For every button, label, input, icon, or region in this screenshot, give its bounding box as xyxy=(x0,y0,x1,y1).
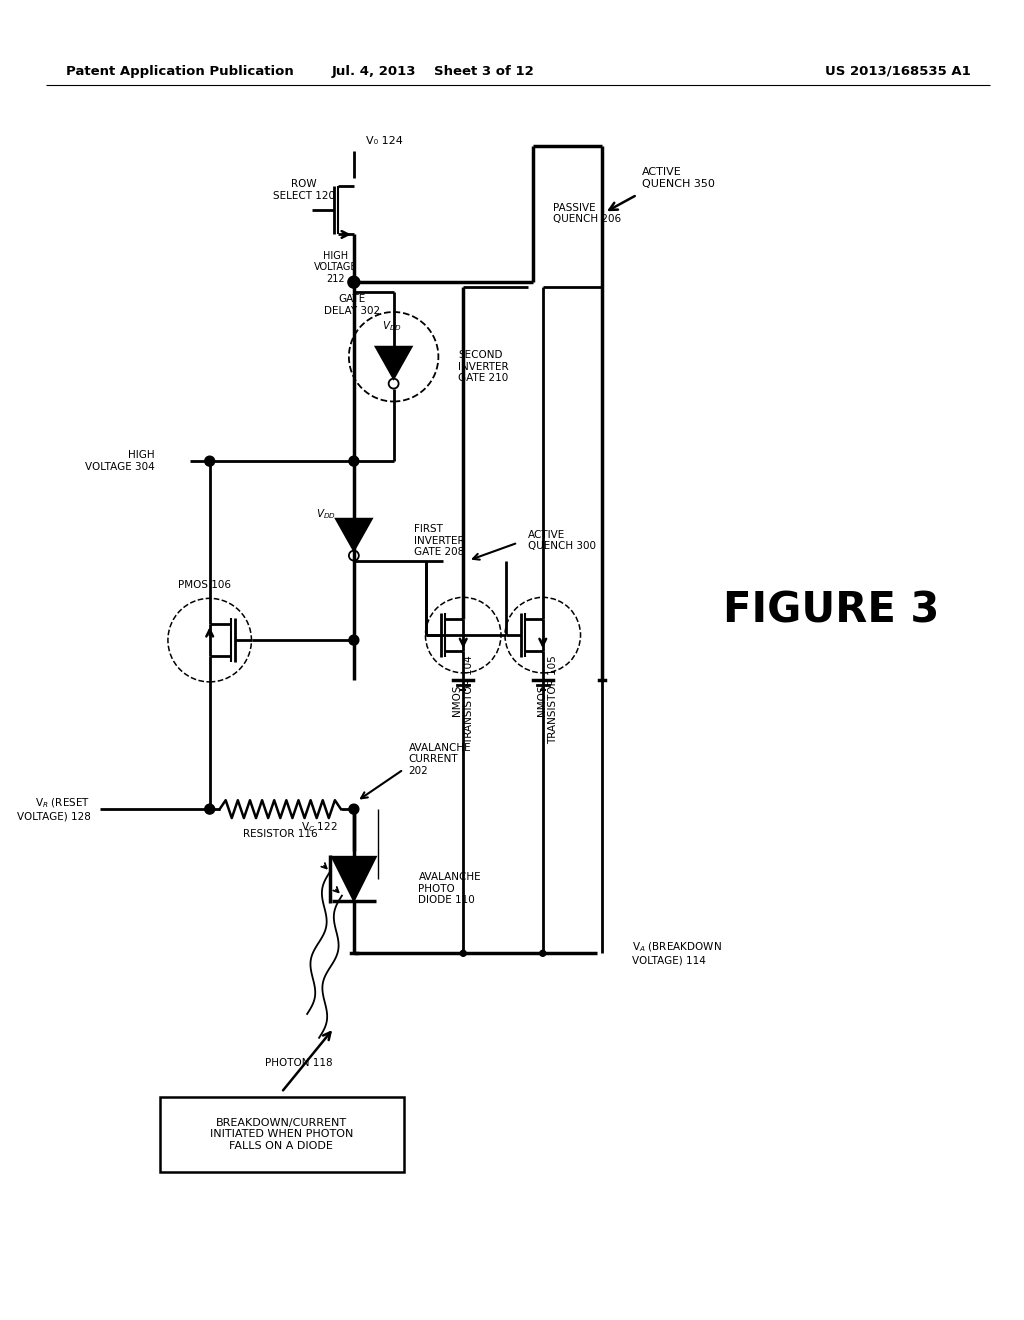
Circle shape xyxy=(205,457,215,466)
Text: SECOND
INVERTER
GATE 210: SECOND INVERTER GATE 210 xyxy=(459,350,509,383)
Text: V$_{DD}$: V$_{DD}$ xyxy=(382,319,401,333)
Polygon shape xyxy=(376,347,412,379)
Text: FIGURE 3: FIGURE 3 xyxy=(723,589,939,631)
Text: ROW
SELECT 120: ROW SELECT 120 xyxy=(273,180,335,201)
Text: PMOS 106: PMOS 106 xyxy=(178,581,231,590)
Circle shape xyxy=(349,635,358,645)
Text: V₀ 124: V₀ 124 xyxy=(366,136,402,147)
Text: V$_{DD}$: V$_{DD}$ xyxy=(316,507,336,521)
Text: Patent Application Publication: Patent Application Publication xyxy=(66,65,293,78)
Circle shape xyxy=(349,457,358,466)
Text: V$_R$ (RESET
VOLTAGE) 128: V$_R$ (RESET VOLTAGE) 128 xyxy=(16,796,90,822)
Text: FIRST
INVERTER
GATE 208: FIRST INVERTER GATE 208 xyxy=(414,524,464,557)
Text: V$_C$ 122: V$_C$ 122 xyxy=(301,820,337,834)
Text: PHOTON 118: PHOTON 118 xyxy=(265,1057,333,1068)
Text: RESISTOR 116: RESISTOR 116 xyxy=(243,829,317,840)
Circle shape xyxy=(348,276,359,288)
Circle shape xyxy=(540,950,546,956)
Polygon shape xyxy=(332,857,376,900)
Circle shape xyxy=(349,804,358,814)
Text: BREAKDOWN/CURRENT
INITIATED WHEN PHOTON
FALLS ON A DIODE: BREAKDOWN/CURRENT INITIATED WHEN PHOTON … xyxy=(210,1118,353,1151)
Circle shape xyxy=(460,950,466,956)
Text: US 2013/168535 A1: US 2013/168535 A1 xyxy=(824,65,971,78)
Circle shape xyxy=(205,804,215,814)
Text: PASSIVE
QUENCH 206: PASSIVE QUENCH 206 xyxy=(553,203,621,224)
Bar xyxy=(160,1097,403,1172)
Text: NMOS
TRANSISTOR 104: NMOS TRANSISTOR 104 xyxy=(453,656,474,744)
Text: V$_A$ (BREAKDOWN
VOLTAGE) 114: V$_A$ (BREAKDOWN VOLTAGE) 114 xyxy=(632,941,722,966)
Text: AVALANCHE
CURRENT
202: AVALANCHE CURRENT 202 xyxy=(409,743,471,776)
Text: GATE
DELAY 302: GATE DELAY 302 xyxy=(324,294,380,315)
Text: NMOS
TRANSISTOR 105: NMOS TRANSISTOR 105 xyxy=(537,656,558,744)
Polygon shape xyxy=(336,519,372,550)
Text: ACTIVE
QUENCH 350: ACTIVE QUENCH 350 xyxy=(642,166,715,189)
Text: AVALANCHE
PHOTO
DIODE 110: AVALANCHE PHOTO DIODE 110 xyxy=(419,873,481,906)
Text: HIGH
VOLTAGE
212: HIGH VOLTAGE 212 xyxy=(314,251,357,284)
Text: ACTIVE
QUENCH 300: ACTIVE QUENCH 300 xyxy=(527,529,596,552)
Text: Jul. 4, 2013    Sheet 3 of 12: Jul. 4, 2013 Sheet 3 of 12 xyxy=(332,65,535,78)
Text: HIGH
VOLTAGE 304: HIGH VOLTAGE 304 xyxy=(85,450,155,473)
